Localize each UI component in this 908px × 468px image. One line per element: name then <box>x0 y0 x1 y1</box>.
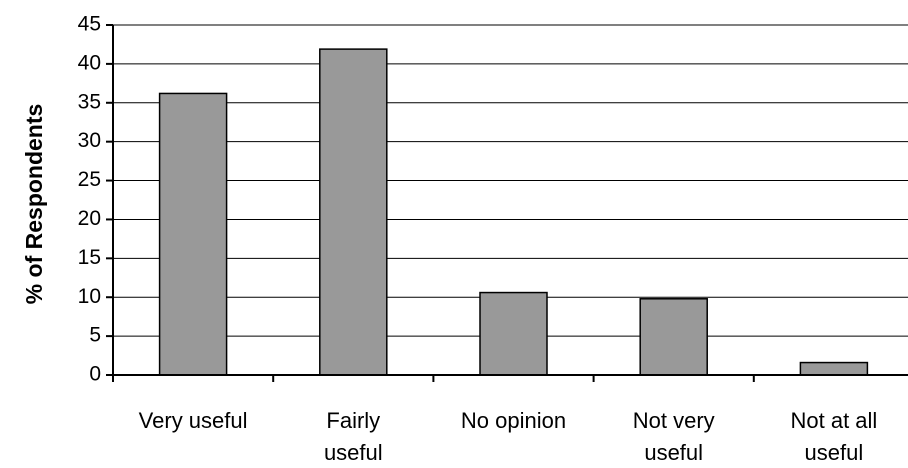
x-category-label: Not at all useful <box>790 408 877 465</box>
y-tick-label: 5 <box>89 324 101 347</box>
y-tick-label: 30 <box>78 129 101 152</box>
bar <box>319 48 388 376</box>
y-tick-label: 15 <box>78 246 101 269</box>
x-category-label: Fairly useful <box>324 408 383 465</box>
bars <box>158 48 869 376</box>
x-category-label: No opinion <box>461 408 566 433</box>
x-category-label-line: Not very <box>633 408 715 433</box>
x-category-label: Very useful <box>139 408 248 433</box>
y-tick-label: 35 <box>78 90 101 113</box>
y-tick-label: 10 <box>78 285 101 308</box>
bar <box>479 291 548 376</box>
bar <box>158 92 228 376</box>
y-tick-label: 20 <box>78 207 101 230</box>
x-category-label-line: Fairly <box>326 408 380 433</box>
x-axis-category-labels: Very useful Fairly useful No opinion Not ver… <box>139 408 878 465</box>
x-category-label-line: useful <box>644 440 703 465</box>
y-tick-label: 0 <box>89 363 101 386</box>
gridlines <box>113 24 908 337</box>
axes <box>112 25 908 382</box>
y-tick-label: 25 <box>78 168 101 191</box>
x-category-label: Not very useful <box>633 408 715 465</box>
y-axis-ticks: 0 5 10 15 20 25 30 35 40 45 <box>78 13 113 386</box>
bar <box>799 361 869 376</box>
bar <box>639 298 708 376</box>
x-category-label-line: useful <box>805 440 864 465</box>
x-category-label-line: useful <box>324 440 383 465</box>
y-axis-label: % of Respondents <box>21 104 47 305</box>
y-tick-label: 45 <box>78 13 101 36</box>
x-category-label-line: Not at all <box>790 408 877 433</box>
x-category-label-line: No opinion <box>461 408 566 433</box>
x-category-label-line: Very useful <box>139 408 248 433</box>
y-tick-label: 40 <box>78 51 101 74</box>
